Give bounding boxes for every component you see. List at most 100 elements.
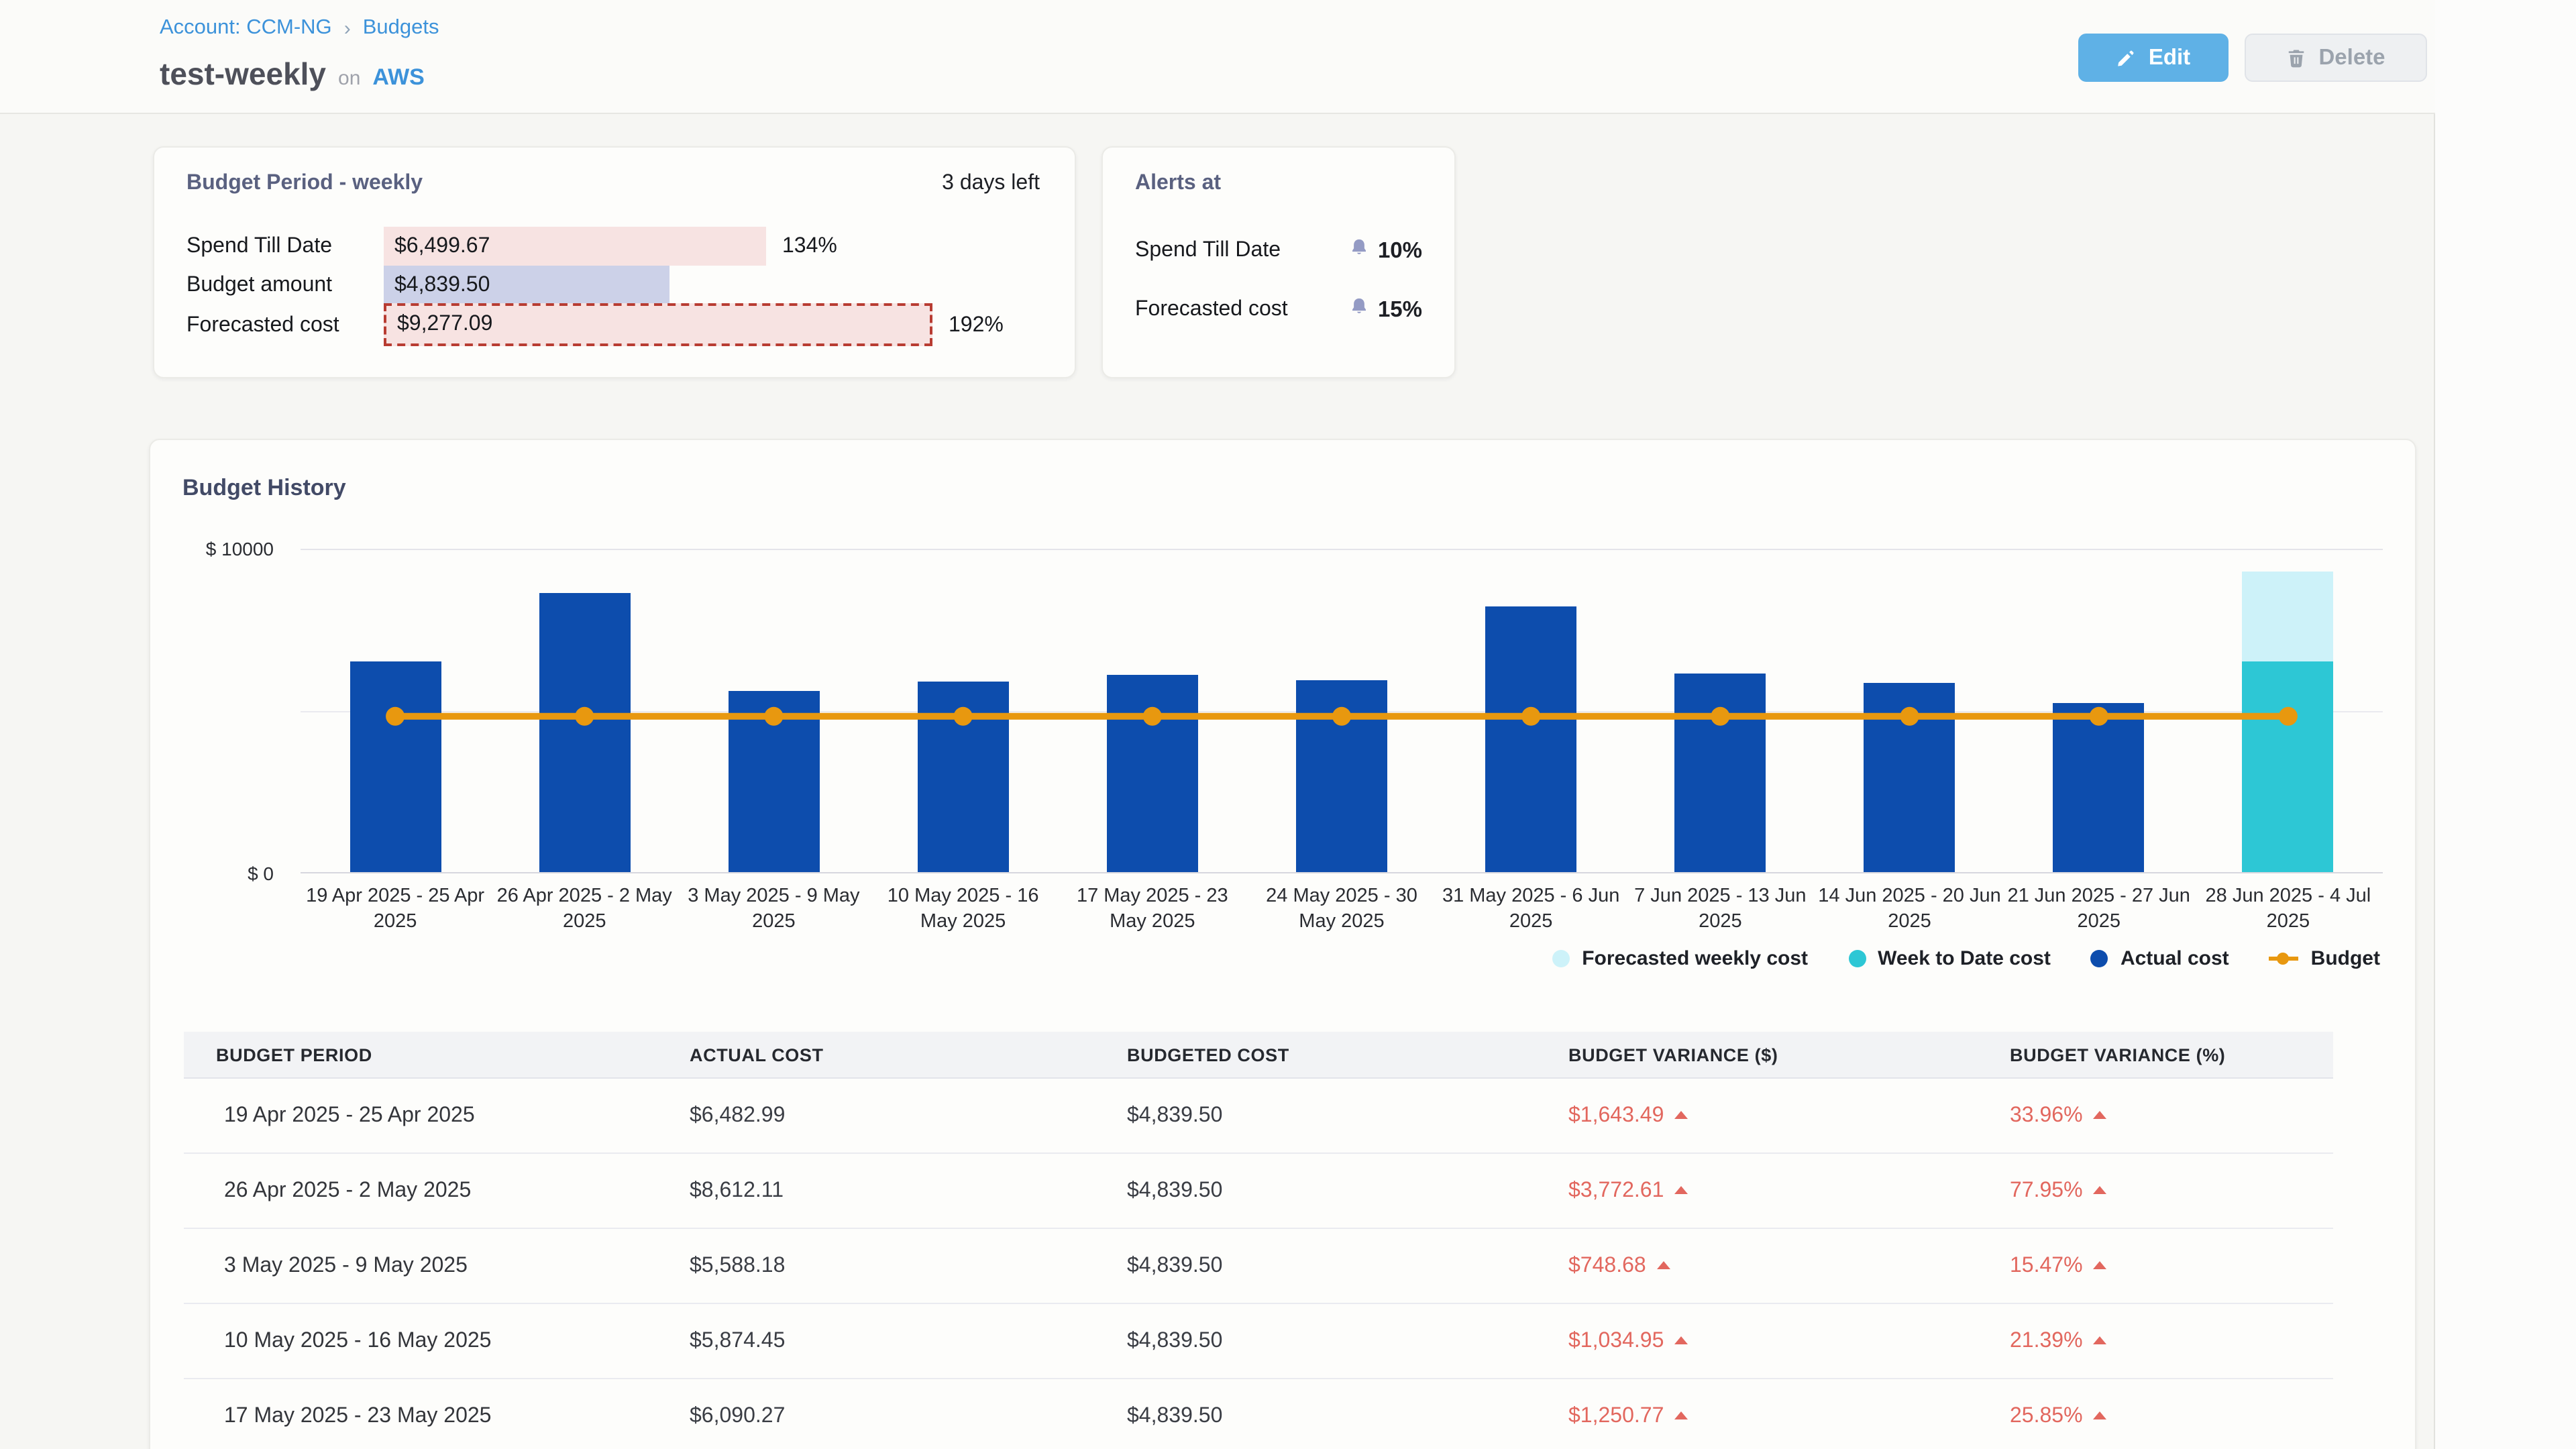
budget-history-chart: [301, 549, 2383, 873]
increase-triangle-icon: [1674, 1185, 1688, 1193]
spend-till-date-value: $6,499.67: [394, 234, 490, 258]
legend-dot-icon: [1552, 950, 1570, 967]
cloud-provider-label: AWS: [372, 64, 424, 91]
x-axis-label: 19 Apr 2025 - 25 Apr 2025: [301, 884, 490, 936]
cell-variance-usd: $748.68: [1536, 1254, 1978, 1278]
table-row: 19 Apr 2025 - 25 Apr 2025$6,482.99$4,839…: [184, 1079, 2333, 1154]
table-row: 17 May 2025 - 23 May 2025$6,090.27$4,839…: [184, 1379, 2333, 1449]
edit-button-label: Edit: [2149, 45, 2190, 70]
cell-budget-period: 10 May 2025 - 16 May 2025: [184, 1329, 657, 1353]
cell-actual-cost: $5,874.45: [657, 1329, 1095, 1353]
cell-variance-pct: 25.85%: [1978, 1404, 2333, 1428]
x-axis-label: 28 Jun 2025 - 4 Jul 2025: [2194, 884, 2383, 936]
budget-line: [301, 549, 2383, 873]
budget-point: [1521, 707, 1540, 726]
budget-period-card: Budget Period - weekly 3 days left Spend…: [153, 146, 1076, 378]
spend-till-date-label: Spend Till Date: [186, 227, 381, 266]
cell-variance-usd: $3,772.61: [1536, 1179, 1978, 1203]
legend-dot-icon: [2091, 950, 2108, 967]
legend-label: Budget: [2311, 947, 2380, 970]
budget-point: [1711, 707, 1729, 726]
cell-variance-usd: $1,250.77: [1536, 1404, 1978, 1428]
breadcrumb-account-link[interactable]: Account: CCM-NG: [160, 16, 332, 40]
cell-budgeted-cost: $4,839.50: [1095, 1179, 1536, 1203]
spend-till-date-percent: 134%: [782, 227, 837, 266]
col-budgeted-cost: BUDGETED COST: [1095, 1044, 1536, 1065]
cell-variance-usd: $1,643.49: [1536, 1104, 1978, 1128]
col-budget-variance-pct: BUDGET VARIANCE (%): [1978, 1044, 2333, 1065]
x-axis-label: 31 May 2025 - 6 Jun 2025: [1436, 884, 1625, 936]
table-header-row: BUDGET PERIOD ACTUAL COST BUDGETED COST …: [184, 1032, 2333, 1077]
budget-point: [954, 707, 973, 726]
delete-button-label: Delete: [2318, 45, 2385, 70]
breadcrumb-chevron-icon: ›: [344, 17, 351, 40]
alert-row-spend: Spend Till Date 10%: [1135, 231, 1422, 271]
cell-variance-pct: 77.95%: [1978, 1179, 2333, 1203]
app-container: Account: CCM-NG › Budgets test-weekly on…: [0, 0, 2435, 1449]
cell-variance-pct: 33.96%: [1978, 1104, 2333, 1128]
chart-legend: Forecasted weekly cost Week to Date cost A…: [1552, 947, 2380, 970]
days-left-label: 3 days left: [942, 172, 1040, 196]
increase-triangle-icon: [1674, 1336, 1688, 1344]
budget-history-card: Budget History $ 10000 $ 0 19 Apr 2025 -…: [149, 439, 2416, 1449]
cell-variance-usd: $1,034.95: [1536, 1329, 1978, 1353]
title-row: test-weekly on AWS: [160, 56, 425, 93]
forecasted-cost-value: $9,277.09: [397, 313, 492, 337]
budget-line-legend-icon: [2269, 950, 2299, 967]
x-axis-label: 3 May 2025 - 9 May 2025: [679, 884, 868, 936]
legend-item[interactable]: Budget: [2269, 947, 2380, 970]
budget-point: [2090, 707, 2108, 726]
increase-triangle-icon: [2094, 1260, 2107, 1269]
forecasted-cost-percent: 192%: [949, 306, 1004, 345]
x-axis-label: 14 Jun 2025 - 20 Jun 2025: [1815, 884, 2004, 936]
cell-budget-period: 19 Apr 2025 - 25 Apr 2025: [184, 1104, 657, 1128]
breadcrumb-budgets-link[interactable]: Budgets: [363, 16, 439, 40]
col-actual-cost: ACTUAL COST: [657, 1044, 1095, 1065]
delete-button[interactable]: Delete: [2245, 34, 2427, 82]
forecasted-cost-bar: $9,277.09: [384, 303, 932, 346]
cell-budgeted-cost: $4,839.50: [1095, 1104, 1536, 1128]
x-axis-label: 21 Jun 2025 - 27 Jun 2025: [2004, 884, 2194, 936]
budget-point: [764, 707, 783, 726]
increase-triangle-icon: [1657, 1260, 1670, 1269]
alerts-card: Alerts at Spend Till Date 10% Forecasted…: [1102, 146, 1456, 378]
cell-actual-cost: $6,090.27: [657, 1404, 1095, 1428]
budget-point: [1332, 707, 1351, 726]
pencil-icon: [2116, 48, 2137, 68]
increase-triangle-icon: [2094, 1411, 2107, 1419]
table-body: 19 Apr 2025 - 25 Apr 2025$6,482.99$4,839…: [184, 1077, 2333, 1449]
col-budget-variance-usd: BUDGET VARIANCE ($): [1536, 1044, 1978, 1065]
y-axis-max-label: $ 10000: [150, 538, 274, 559]
budget-history-table: BUDGET PERIOD ACTUAL COST BUDGETED COST …: [184, 1032, 2333, 1449]
table-row: 10 May 2025 - 16 May 2025$5,874.45$4,839…: [184, 1304, 2333, 1379]
forecasted-cost-label: Forecasted cost: [186, 306, 381, 345]
edit-button[interactable]: Edit: [2078, 34, 2229, 82]
budget-point: [1143, 707, 1162, 726]
alert-spend-label: Spend Till Date: [1135, 239, 1281, 263]
bell-icon: [1350, 237, 1368, 264]
cell-budget-period: 3 May 2025 - 9 May 2025: [184, 1254, 657, 1278]
legend-item[interactable]: Forecasted weekly cost: [1552, 947, 1808, 970]
cell-budgeted-cost: $4,839.50: [1095, 1404, 1536, 1428]
spend-till-date-bar: $6,499.67: [384, 227, 766, 266]
x-axis-label: 24 May 2025 - 30 May 2025: [1247, 884, 1436, 936]
alert-row-forecast: Forecasted cost 15%: [1135, 290, 1422, 330]
budget-point: [575, 707, 594, 726]
breadcrumb: Account: CCM-NG › Budgets: [160, 16, 439, 40]
legend-item[interactable]: Week to Date cost: [1848, 947, 2051, 970]
legend-item[interactable]: Actual cost: [2091, 947, 2229, 970]
legend-dot-icon: [1848, 950, 1866, 967]
cell-actual-cost: $8,612.11: [657, 1179, 1095, 1203]
cell-budget-period: 17 May 2025 - 23 May 2025: [184, 1404, 657, 1428]
trash-icon: [2286, 48, 2306, 68]
x-axis-label: 7 Jun 2025 - 13 Jun 2025: [1625, 884, 1815, 936]
budget-history-title: Budget History: [182, 475, 346, 502]
budget-amount-value: $4,839.50: [394, 273, 490, 297]
increase-triangle-icon: [2094, 1336, 2107, 1344]
col-budget-period: BUDGET PERIOD: [184, 1044, 657, 1065]
x-axis-label: 26 Apr 2025 - 2 May 2025: [490, 884, 679, 936]
x-axis-label: 17 May 2025 - 23 May 2025: [1058, 884, 1247, 936]
cell-budgeted-cost: $4,839.50: [1095, 1329, 1536, 1353]
budget-amount-bar: $4,839.50: [384, 266, 669, 305]
on-label: on: [338, 67, 360, 90]
